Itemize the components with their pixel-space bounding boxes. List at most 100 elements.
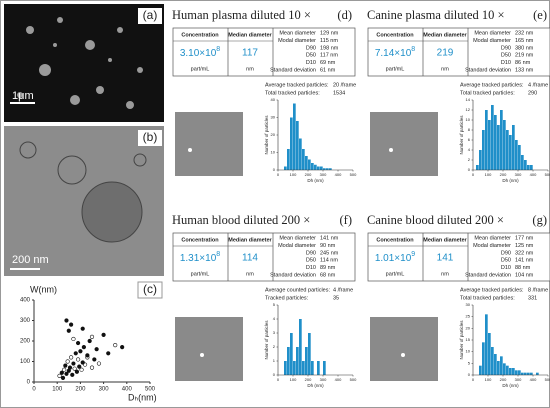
- x-tick-label: 200: [500, 172, 507, 177]
- point: [79, 367, 84, 372]
- stat-name: D50: [306, 258, 316, 264]
- median-diameter: 117: [242, 48, 258, 59]
- video-particle: [188, 148, 192, 152]
- stat-value: 117 nm: [320, 53, 338, 59]
- stat-name: Modal diameter: [278, 38, 316, 44]
- histogram-bar: [524, 160, 527, 170]
- point: [64, 318, 69, 323]
- point: [94, 347, 99, 352]
- histogram-bar: [503, 363, 506, 375]
- stat-value: 129 nm: [320, 30, 339, 36]
- concentration-exponent: 8: [411, 46, 415, 53]
- concentration-mantissa: 1.01×10: [375, 253, 412, 264]
- histogram-bar: [311, 361, 314, 375]
- scale-bar: [10, 268, 40, 270]
- table-header: Concentration: [181, 237, 219, 243]
- y-tick-label: 20: [271, 132, 276, 137]
- point: [63, 363, 68, 368]
- histogram-bar: [290, 117, 293, 170]
- unit: nm: [246, 271, 254, 277]
- histogram-bar: [293, 361, 296, 375]
- histogram-bar: [500, 110, 503, 170]
- histogram-bar: [287, 347, 290, 375]
- y-axis-label: Number of particles: [264, 320, 269, 360]
- histogram-bar: [491, 105, 494, 170]
- unit: nm: [246, 66, 254, 72]
- panel-label: (g): [532, 213, 547, 227]
- stat-value: 68 nm: [320, 272, 336, 278]
- panel-label: (a): [143, 8, 158, 22]
- x-tick-label: 100: [290, 377, 297, 382]
- particles-a: [17, 17, 143, 109]
- tracked-name: Average tracked particles:: [460, 287, 524, 293]
- concentration: 1.01×109: [375, 251, 415, 264]
- tracked-name: Total tracked particles:: [460, 90, 515, 96]
- histogram-bar: [329, 168, 332, 170]
- x-tick-label: 0: [277, 377, 280, 382]
- stat-name: D90: [306, 250, 316, 256]
- stat-name: D90: [501, 45, 511, 51]
- unit: part/mL: [386, 271, 405, 277]
- table-box: [367, 27, 550, 77]
- point: [57, 373, 62, 378]
- stat-value: 141 nm: [320, 235, 339, 241]
- point: [72, 366, 77, 371]
- stat-value: 125 nm: [515, 243, 534, 249]
- video-particle: [389, 148, 393, 152]
- video-frame: [370, 317, 438, 381]
- x-tick-label: 100: [52, 387, 63, 393]
- histogram-bar: [494, 115, 497, 170]
- x-tick-label: 100: [290, 172, 297, 177]
- histogram-bar: [512, 368, 515, 375]
- point: [67, 365, 73, 370]
- median-diameter: 114: [242, 253, 258, 264]
- histogram-bar: [515, 140, 518, 170]
- histogram-bar: [512, 125, 515, 170]
- label-box: [137, 281, 163, 299]
- x-tick-label: 0: [472, 377, 475, 382]
- panel-title: Canine blood diluted 200 ×: [367, 213, 504, 227]
- y-tick-label: 0: [468, 167, 471, 172]
- histogram-bar: [323, 361, 326, 375]
- stat-name: D10: [501, 60, 511, 66]
- table-header: Concentration: [181, 32, 219, 38]
- median-diameter: 141: [437, 253, 454, 264]
- histogram-bar: [323, 168, 326, 170]
- x-tick-label: 300: [515, 172, 522, 177]
- histogram-bar: [500, 356, 503, 375]
- y-tick-label: 25: [466, 314, 471, 319]
- histogram-bar: [311, 163, 314, 170]
- histogram-bar: [494, 354, 497, 375]
- stat-name: D50: [501, 53, 511, 59]
- y-tick-label: 12: [466, 107, 471, 112]
- median-diameter: 219: [437, 48, 454, 59]
- histogram-bar: [506, 130, 509, 170]
- table-header: Concentration: [376, 237, 414, 243]
- y-tick-label: 5: [273, 302, 276, 307]
- histogram-bar: [296, 347, 299, 375]
- x-tick-label: 400: [335, 172, 342, 177]
- point: [70, 372, 75, 377]
- y-tick-label: 0: [27, 380, 31, 386]
- y-tick-label: 10: [466, 117, 471, 122]
- x-tick-label: 400: [335, 377, 342, 382]
- video-frame: [370, 112, 438, 176]
- tracked-name: Average tracked particles:: [460, 82, 524, 88]
- histogram-bar: [503, 120, 506, 170]
- point: [73, 351, 78, 356]
- y-tick-label: 15: [466, 337, 471, 342]
- point: [85, 355, 90, 360]
- stat-value: 380 nm: [515, 45, 534, 51]
- stat-value: 322 nm: [515, 250, 534, 256]
- histogram-bar: [497, 361, 500, 375]
- x-tick-label: 200: [500, 377, 507, 382]
- histogram-bar: [527, 165, 530, 170]
- y-tick-label: 100: [20, 359, 31, 365]
- histogram-bar: [536, 372, 539, 375]
- point: [113, 343, 118, 348]
- x-tick-label: 400: [122, 387, 133, 393]
- panel-label: (e): [533, 8, 547, 22]
- stat-name: Modal diameter: [278, 243, 316, 249]
- y-tick-label: 400: [20, 298, 31, 304]
- stat-name: D90: [306, 45, 316, 51]
